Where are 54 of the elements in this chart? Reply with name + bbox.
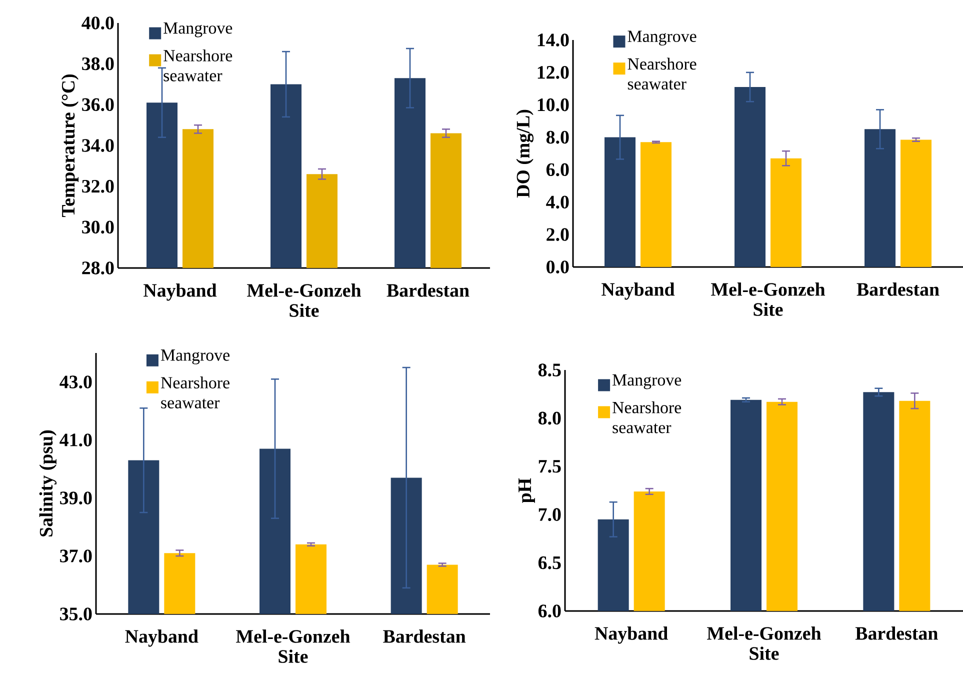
x-tick-label: Nayband — [594, 626, 668, 644]
y-tick-label: 37.0 — [60, 550, 92, 562]
y-tick-label: 41.0 — [60, 434, 92, 446]
y-tick-label: 8.0 — [538, 412, 561, 425]
y-tick-label: 28.0 — [82, 262, 114, 274]
x-axis-title: Site — [290, 304, 319, 317]
y-axis-title: pH — [518, 478, 535, 503]
legend-label: Mangrove — [612, 374, 682, 390]
x-axis-title: Site — [750, 646, 779, 660]
y-tick-label: 43.0 — [60, 376, 92, 388]
y-tick-label: 12.0 — [538, 66, 569, 79]
y-tick-label: 36.0 — [82, 98, 114, 112]
y-tick-label: 8.0 — [546, 130, 569, 144]
y-axis-title: DO (mg/L) — [516, 110, 534, 198]
y-tick-label: 38.0 — [82, 57, 114, 70]
y-tick-label: 14.0 — [538, 34, 569, 46]
legend-label: Mangrove — [164, 22, 232, 38]
x-tick-label: Bardestan — [386, 284, 470, 297]
legend-label: Nearshore seawater — [160, 376, 230, 408]
y-tick-label: 40.0 — [82, 16, 114, 30]
y-tick-label: 7.0 — [538, 508, 561, 522]
x-tick-label: Mel-e-Gonzeh — [711, 282, 826, 296]
legend-label: Nearshore seawater — [612, 401, 682, 434]
x-tick-label: Nayband — [602, 282, 675, 300]
y-tick-label: 0.0 — [546, 260, 569, 274]
y-tick-label: 35.0 — [60, 608, 92, 620]
y-tick-label: 8.5 — [538, 364, 561, 376]
y-tick-label: 6.0 — [546, 163, 569, 176]
y-tick-label: 34.0 — [82, 139, 114, 152]
legend-label: Mangrove — [628, 30, 696, 46]
x-tick-label: Mel-e-Gonzeh — [247, 284, 362, 297]
x-axis-title: Site — [754, 302, 783, 316]
x-tick-label: Bardestan — [383, 630, 466, 643]
y-tick-label: 2.0 — [546, 228, 569, 241]
legend-label: Mangrove — [160, 350, 230, 364]
y-tick-label: 4.0 — [546, 196, 569, 209]
y-tick-label: 6.0 — [538, 604, 561, 618]
legend-label: Nearshore seawater — [164, 49, 232, 82]
y-axis-title: Salinity (psu) — [39, 430, 57, 536]
x-tick-label: Mel-e-Gonzeh — [707, 626, 822, 640]
y-tick-label: 32.0 — [82, 180, 114, 193]
x-tick-label: Nayband — [144, 284, 217, 301]
y-tick-label: 10.0 — [538, 98, 569, 112]
x-axis-title: Site — [278, 650, 308, 663]
x-tick-label: Bardestan — [855, 626, 938, 640]
legend-label: Nearshore seawater — [628, 58, 696, 90]
y-tick-label: 7.5 — [538, 460, 561, 473]
x-tick-label: Nayband — [125, 630, 198, 647]
y-tick-label: 30.0 — [82, 220, 114, 234]
x-tick-label: Bardestan — [856, 282, 940, 296]
y-axis-title: Temperature (°C) — [61, 74, 79, 218]
y-tick-label: 6.5 — [538, 556, 561, 570]
y-tick-label: 39.0 — [60, 492, 92, 504]
x-tick-label: Mel-e-Gonzeh — [236, 630, 350, 643]
